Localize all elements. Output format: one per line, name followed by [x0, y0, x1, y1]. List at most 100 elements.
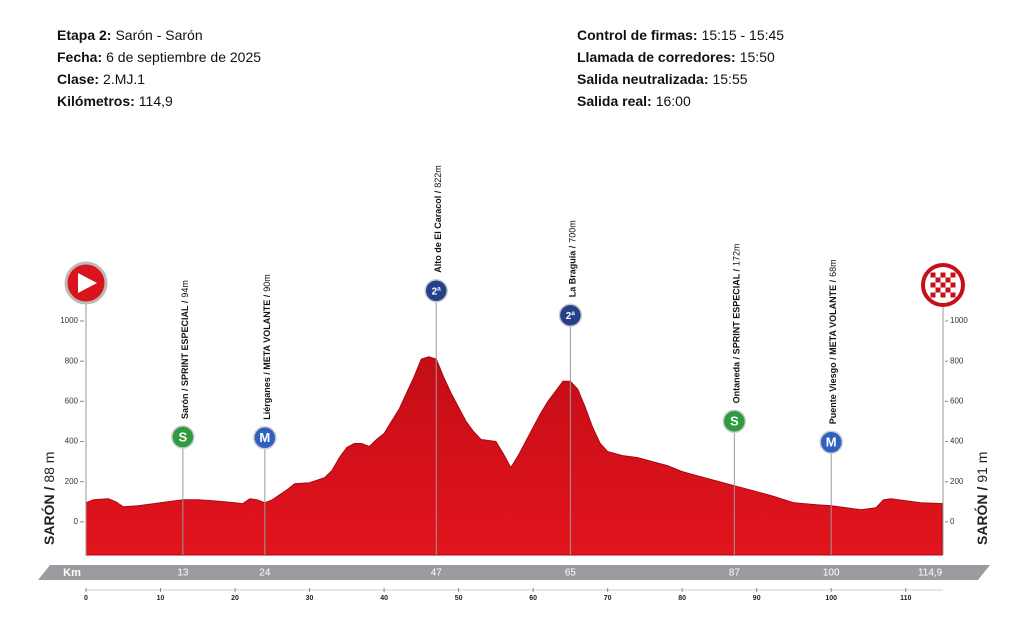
finish-check	[940, 272, 946, 278]
info-row: Salida neutralizada: 15:55	[577, 68, 784, 90]
point-name: Sarón / SPRINT ESPECIAL /	[180, 300, 190, 419]
point-altitude: 700m	[568, 220, 578, 243]
y-tick-label: 400	[65, 437, 79, 446]
finish-check	[930, 292, 936, 298]
finish-check	[950, 282, 956, 288]
point-label: Sarón / SPRINT ESPECIAL / 94m	[180, 280, 190, 419]
point-altitude: 822m	[434, 165, 444, 188]
y-tick-label: 1000	[60, 316, 78, 325]
x-tick-label: 90	[753, 595, 761, 602]
finish-check	[950, 272, 956, 278]
finish-name: SARÓN /	[973, 487, 990, 545]
point-icon-label: S	[179, 429, 188, 444]
finish-check	[950, 292, 956, 298]
info-row: Clase: 2.MJ.1	[57, 68, 261, 90]
finish-check	[935, 277, 941, 283]
point-altitude: 94m	[180, 280, 190, 298]
info-value: 16:00	[655, 93, 691, 109]
y-tick-label: 0	[74, 517, 79, 526]
info-row: Control de firmas: 15:15 - 15:45	[577, 24, 784, 46]
start-altitude: 88 m	[41, 452, 57, 483]
km-strip-tick: 47	[431, 568, 443, 579]
km-strip-tick: 87	[729, 568, 741, 579]
info-label: Salida real:	[577, 93, 652, 109]
info-label: Control de firmas:	[577, 27, 698, 43]
point-icon	[253, 426, 277, 450]
finish-check	[940, 292, 946, 298]
y-tick-label: 600	[65, 396, 79, 405]
info-value: 15:15 - 15:45	[701, 27, 785, 43]
info-label: Salida neutralizada:	[577, 71, 709, 87]
info-label: Llamada de corredores:	[577, 49, 736, 65]
x-tick-label: 10	[157, 595, 165, 602]
point-name: Puente Viesgo / META VOLANTE /	[829, 279, 839, 424]
info-label: Kilómetros:	[57, 93, 135, 109]
point-icon-label: M	[826, 435, 837, 450]
y-tick-label: 400	[950, 437, 964, 446]
km-strip-tick: 114,9	[918, 568, 943, 579]
y-tick-label: 800	[950, 356, 964, 365]
km-strip-tick: 65	[565, 568, 577, 579]
point-altitude: 172m	[732, 243, 742, 266]
point-icon	[722, 409, 747, 434]
point-name: Alto de El Caracol /	[434, 190, 444, 273]
x-tick-label: 50	[455, 595, 463, 602]
info-value: 6 de septiembre de 2025	[106, 49, 262, 65]
y-tick-label: 200	[65, 477, 79, 486]
x-tick-label: 70	[604, 595, 612, 602]
info-row: Fecha: 6 de septiembre de 2025	[57, 46, 261, 68]
finish-altitude: 91 m	[974, 452, 990, 483]
point-name: Ontaneda / SPRINT ESPECIAL /	[732, 268, 742, 403]
finish-check	[945, 287, 951, 293]
info-right: Control de firmas: 15:15 - 15:45 Llamada d…	[577, 24, 784, 112]
point-icon-label: S	[730, 414, 739, 429]
point-altitude: 90m	[262, 274, 272, 292]
x-tick-label: 60	[529, 595, 537, 602]
x-tick-label: 0	[84, 595, 88, 602]
start-arrow	[78, 273, 97, 293]
km-strip-label: Km	[63, 567, 81, 579]
point-label: Alto de El Caracol / 822m	[434, 165, 444, 273]
point-label: Ontaneda / SPRINT ESPECIAL / 172m	[732, 243, 742, 403]
info-value: 15:55	[712, 71, 748, 87]
info-row: Llamada de corredores: 15:50	[577, 46, 784, 68]
y-tick-label: 1000	[950, 316, 968, 325]
x-tick-label: 100	[825, 595, 837, 602]
info-label: Clase:	[57, 71, 100, 87]
point-icon	[424, 279, 449, 303]
info-row: Etapa 2: Sarón - Sarón	[57, 24, 261, 46]
point-name: Liérganes / META VOLANTE /	[262, 294, 272, 420]
info-value: 2.MJ.1	[103, 71, 146, 87]
finish-check	[945, 277, 951, 283]
info-value: Sarón - Sarón	[115, 27, 203, 43]
finish-check	[935, 287, 941, 293]
info-left: Etapa 2: Sarón - Sarón Fecha: 6 de septiemb…	[57, 24, 261, 112]
finish-check	[940, 282, 946, 288]
point-icon-label: 2ª	[432, 286, 442, 297]
finish-check	[930, 272, 936, 278]
y-tick-label: 800	[65, 356, 79, 365]
y-tick-label: 600	[950, 396, 964, 405]
y-tick-label: 200	[950, 477, 964, 486]
point-icon	[558, 303, 583, 328]
start-name: SARÓN /	[40, 487, 57, 545]
finish-check	[930, 282, 936, 288]
elevation-area	[85, 356, 943, 556]
km-strip	[38, 565, 990, 580]
x-tick-label: 40	[380, 595, 388, 602]
point-altitude: 68m	[829, 259, 839, 277]
info-value: 114,9	[138, 93, 173, 109]
start-label: SARÓN / 88 m	[40, 452, 57, 545]
info-row: Salida real: 16:00	[577, 90, 784, 112]
point-name: La Braguía /	[568, 245, 578, 297]
info-value: 15:50	[739, 49, 775, 65]
point-icon	[171, 425, 195, 449]
km-strip-tick: 13	[177, 568, 189, 579]
km-strip-tick: 24	[259, 568, 271, 579]
info-label: Fecha:	[57, 49, 103, 65]
x-tick-label: 30	[306, 595, 314, 602]
km-strip-tick: 100	[823, 568, 840, 579]
point-label: La Braguía / 700m	[568, 220, 578, 297]
